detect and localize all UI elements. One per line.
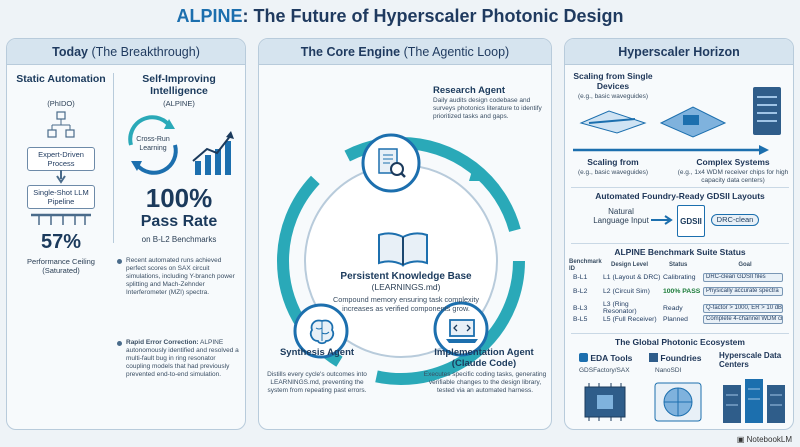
complex-systems-sub: (e.g., 1x4 WDM receiver chips for high c… <box>677 169 789 184</box>
circuit-board-icon <box>584 383 626 421</box>
research-agent-text: Daily audits design codebase and surveys… <box>433 97 542 120</box>
core-engine-header: The Core Engine (The Agentic Loop) <box>259 39 551 65</box>
research-agent-title: Research Agent <box>433 85 505 96</box>
scale-from-sub: (e.g., basic waveguides) <box>577 169 649 176</box>
core-engine-panel: The Core Engine (The Agentic Loop) Re <box>258 38 552 430</box>
implementation-agent-title: Implementation Agent (Claude Code) <box>434 347 534 369</box>
col-status: Status <box>669 262 688 268</box>
column-divider <box>113 73 114 243</box>
table-row: B-L2 L2 (Circuit Sim) 100% PASS Physical… <box>573 287 783 296</box>
scale-single-title: Scaling from Single Devices <box>573 71 653 91</box>
eda-icon <box>579 353 588 362</box>
goal-bar: DRC-clean GDSII files <box>703 273 783 282</box>
document-gear-icon <box>378 148 406 178</box>
pass-status: 100% PASS <box>663 288 701 295</box>
single-shot-box: Single-Shot LLM Pipeline <box>27 185 95 209</box>
ceiling-label: Performance Ceiling (Saturated) <box>27 257 95 275</box>
eda-tools-sub: GDSFactory/SAX <box>579 367 630 374</box>
self-improving-sub: (ALPINE) <box>163 99 195 108</box>
goal-bar: Complete 4-channel WDM chip <box>703 315 783 324</box>
table-row: B-L3 L3 (Ring Resonator) Ready Q-factor … <box>573 301 783 315</box>
divider <box>571 243 789 244</box>
scale-single-sub: (e.g., basic waveguides) <box>577 93 649 100</box>
result-bullet: Recent automated runs achieved perfect s… <box>117 257 241 297</box>
benchmark-title: ALPINE Benchmark Suite Status <box>614 247 746 257</box>
page-title: ALPINE: The Future of Hyperscaler Photon… <box>176 6 624 26</box>
arrow-down-icon <box>56 170 66 184</box>
self-improving-title: Self-Improving Intelligence <box>142 73 216 97</box>
open-book-icon <box>378 232 428 267</box>
ecosystem-title: The Global Photonic Ecosystem <box>615 337 745 347</box>
col-goal: Goal <box>738 262 752 268</box>
pass-rate-value: 100% <box>145 183 213 213</box>
col-benchmark-id: Benchmark ID <box>569 259 602 272</box>
gds-title: Automated Foundry-Ready GDSII Layouts <box>595 191 765 201</box>
server-rack-icon <box>753 87 781 135</box>
complex-systems-title: Complex Systems <box>696 157 770 167</box>
hyperscaler-header: Hyperscaler Horizon <box>565 39 793 65</box>
static-automation-sub: (PhIDO) <box>47 99 75 108</box>
footer-brand: ▣ NotebookLM <box>736 435 792 444</box>
goal-bar: Q-factor > 1000, ER > 10 dB <box>703 303 783 313</box>
foundries-label: Foundries <box>649 353 719 363</box>
hyperscaler-panel: Hyperscaler Horizon Scaling from Single … <box>564 38 794 430</box>
bullet-icon <box>117 259 122 264</box>
ceiling-value: 57% <box>40 231 82 253</box>
pass-rate-label: Pass Rate <box>140 213 218 230</box>
col-design-level: Design Level <box>611 262 649 268</box>
today-panel: Today (The Breakthrough) Static Automati… <box>6 38 246 430</box>
chip-icon <box>659 106 727 138</box>
laptop-code-icon <box>446 319 478 343</box>
knowledge-base-sub: (LEARNINGS.md) <box>371 282 441 292</box>
scale-arrow-icon <box>573 145 769 155</box>
wafer-icon <box>654 382 702 422</box>
flowchart-icon <box>47 111 75 138</box>
cycle-arrows-icon <box>128 115 178 175</box>
factory-icon <box>649 353 658 362</box>
knowledge-base-title: Persistent Knowledge Base <box>340 271 472 282</box>
today-panel-header: Today (The Breakthrough) <box>7 39 245 65</box>
knowledge-base-text: Compound memory ensuring task complexity… <box>333 295 479 313</box>
data-center-icon <box>723 379 785 423</box>
arrow-right-icon <box>651 215 673 225</box>
table-row: B-L1 L1 (Layout & DRC) Calibrating DRC-c… <box>573 273 783 282</box>
scale-from-title: Scaling from <box>587 157 639 167</box>
divider <box>571 187 789 188</box>
brain-icon <box>309 319 335 345</box>
ceiling-icon <box>31 213 91 225</box>
expert-driven-box: Expert-Driven Process <box>27 147 95 171</box>
notebook-icon: ▣ <box>736 435 745 444</box>
error-correction-bullet: Rapid Error Correction: ALPINE autonomou… <box>117 339 241 379</box>
drc-clean-badge: DRC-clean <box>711 214 759 226</box>
pass-rate-sub: on B-L2 Benchmarks <box>141 235 217 244</box>
hyperscale-label: Hyperscale Data Centers <box>719 351 782 369</box>
foundries-sub: NanoSDI <box>655 367 682 374</box>
implementation-agent-text: Executes specific coding tasks, generati… <box>423 371 547 394</box>
synthesis-agent-title: Synthesis Agent <box>279 347 355 358</box>
goal-bar: Physically accurate spectra <box>703 287 783 296</box>
waveguide-icon <box>579 110 647 134</box>
cross-run-label: Cross-Run Learning <box>136 136 170 152</box>
nl-input-label: Natural Language Input <box>593 207 649 225</box>
eda-tools-label: EDA Tools <box>579 353 649 363</box>
divider <box>571 333 789 334</box>
static-automation-title: Static Automation <box>16 73 106 85</box>
bullet-icon <box>117 341 122 346</box>
synthesis-agent-text: Distills every cycle's outcomes into LEA… <box>267 371 367 394</box>
gds-file-icon: GDSII <box>677 205 705 237</box>
growth-chart-icon <box>192 131 234 175</box>
table-row: B-L5 L5 (Full Receiver) Planned Complete… <box>573 315 783 324</box>
